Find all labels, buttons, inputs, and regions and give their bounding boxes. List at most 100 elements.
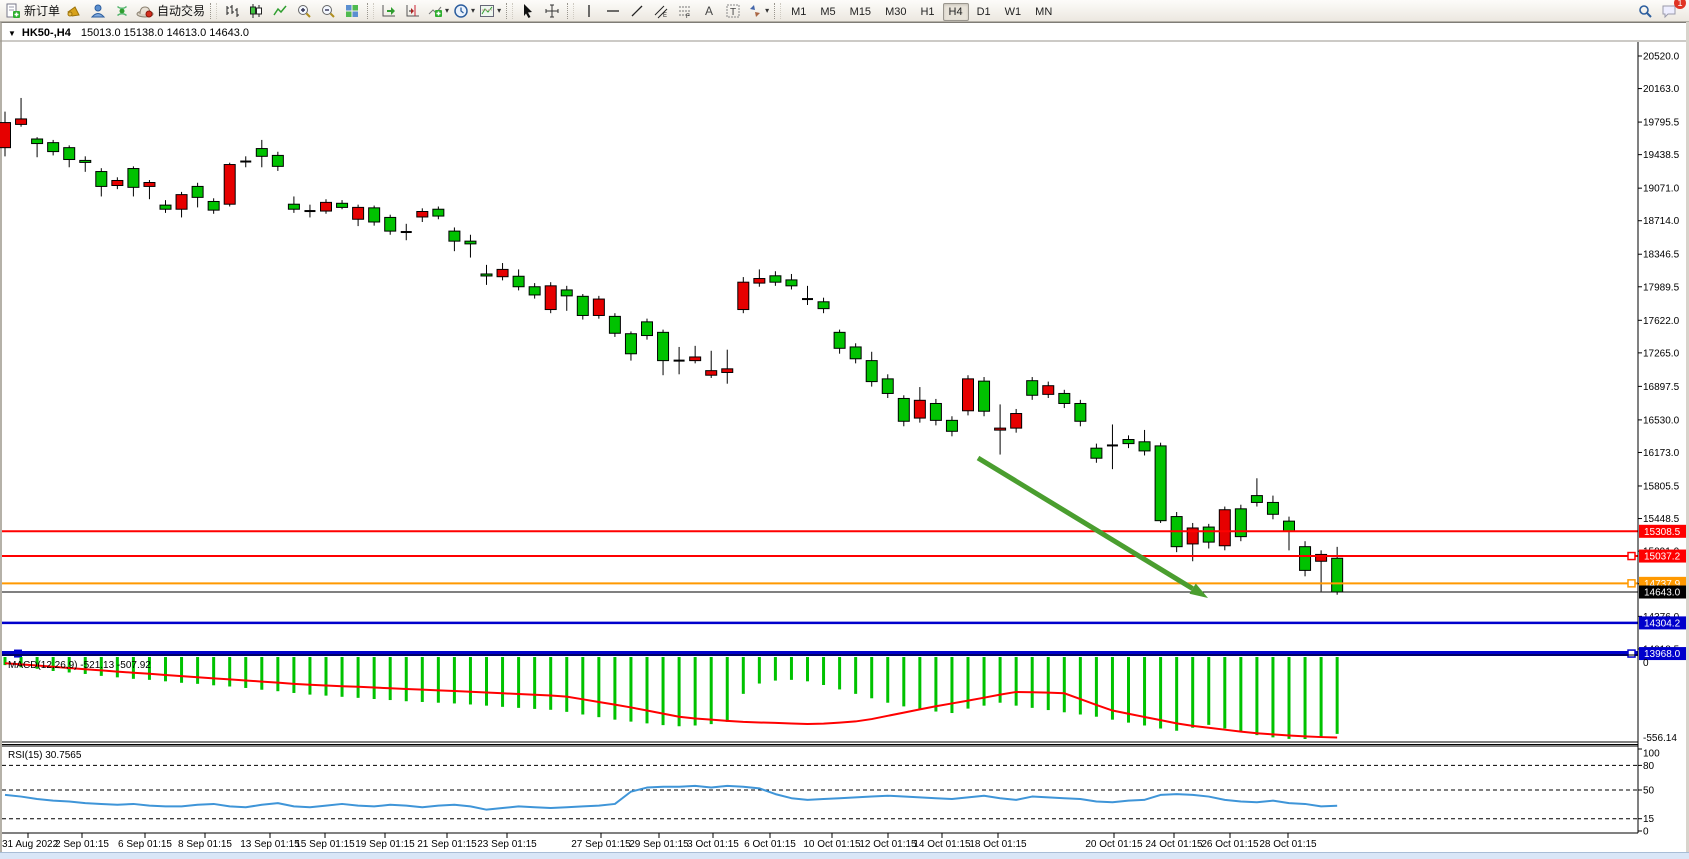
candlestick-chart-icon (250, 3, 263, 18)
chart-bars-button[interactable] (220, 0, 244, 22)
date-label: 12 Oct 01:15 (859, 839, 917, 850)
timeframe-h1[interactable]: H1 (920, 5, 935, 18)
chart-shift-icon (406, 4, 420, 16)
svg-text:100: 100 (1643, 749, 1660, 760)
date-label: 15 Sep 01:15 (295, 839, 355, 850)
rsi-label: RSI(15) 30.7565 (8, 750, 82, 761)
draw-vline-button[interactable] (577, 0, 601, 22)
svg-text:F: F (686, 14, 690, 19)
collapse-chart-button[interactable]: ▼ (8, 28, 16, 38)
date-label: 3 Oct 01:15 (687, 839, 739, 850)
chart-ohlc-readout: 15013.0 15138.0 14613.0 14643.0 (80, 27, 250, 39)
toolbar-separator (506, 2, 514, 19)
draw-text-button[interactable]: A (697, 0, 721, 22)
chart-title-row: ▼ HK50-,H4 15013.0 15138.0 14613.0 14643… (8, 26, 249, 40)
macd-indicator: MACD(12,26,9) -521.13 -507.92 0 -556.14 (3, 657, 1677, 744)
timeframe-d1[interactable]: D1 (976, 5, 991, 18)
date-label: 13 Sep 01:15 (240, 839, 300, 850)
toolbar-separator (367, 2, 375, 19)
autotrading-button[interactable]: 自动交易 (134, 0, 207, 22)
svg-text:80: 80 (1643, 761, 1655, 772)
cursor-tool-button[interactable] (516, 0, 540, 22)
date-label: 6 Oct 01:15 (744, 839, 796, 850)
community-profile-button[interactable] (86, 0, 110, 22)
periods-dropdown-caret: ▾ (471, 6, 476, 15)
timeframe-group: M1 M5 M15 M30 H1 H4 D1 W1 MN (784, 2, 1059, 21)
svg-text:15448.5: 15448.5 (1643, 514, 1680, 525)
horizontal-level-lines[interactable] (2, 530, 1638, 658)
timeframe-m1[interactable]: M1 (791, 5, 807, 18)
price-label-15308.5: 15308.5 (1644, 527, 1681, 538)
svg-text:50: 50 (1643, 786, 1655, 797)
zoom-out-button[interactable] (316, 0, 340, 22)
alerts-horn-button[interactable] (62, 0, 86, 22)
chart-symbol-title: HK50-,H4 (21, 27, 71, 39)
zoom-in-icon (298, 4, 311, 18)
search-button[interactable] (1633, 0, 1657, 22)
zoom-in-button[interactable] (292, 0, 316, 22)
draw-arrows-button[interactable]: ▾ (745, 0, 771, 22)
broadcast-button[interactable] (110, 0, 134, 22)
date-label: 18 Oct 01:15 (969, 839, 1027, 850)
macd-label: MACD(12,26,9) -521.13 -507.92 (8, 660, 151, 671)
timeframe-m5[interactable]: M5 (820, 5, 836, 18)
date-label: 23 Sep 01:15 (477, 839, 537, 850)
draw-fibonacci-button[interactable]: F (673, 0, 697, 22)
text-label-icon: T (726, 4, 740, 18)
auto-scroll-button[interactable] (377, 0, 401, 22)
date-label: 10 Oct 01:15 (803, 839, 861, 850)
date-label: 28 Oct 01:15 (1259, 839, 1317, 850)
crosshair-tool-button[interactable] (540, 0, 564, 22)
svg-text:19438.5: 19438.5 (1643, 150, 1680, 161)
price-axis-ticks: 20520.0 20163.0 19795.5 19438.5 19071.0 18714… (1638, 52, 1680, 655)
price-label-13968.0: 13968.0 (1644, 649, 1681, 660)
svg-text:16530.0: 16530.0 (1643, 415, 1680, 426)
chart-line-button[interactable] (268, 0, 292, 22)
svg-text:20163.0: 20163.0 (1643, 84, 1680, 95)
indicators-button[interactable]: ▾ (425, 0, 451, 22)
draw-hline-button[interactable] (601, 0, 625, 22)
trendline-icon (631, 5, 643, 16)
timeframe-m15[interactable]: M15 (849, 5, 872, 18)
periods-button[interactable]: ▾ (451, 0, 477, 22)
draw-channel-button[interactable]: E (649, 0, 673, 22)
timeframe-mn[interactable]: MN (1035, 5, 1053, 18)
window-right-edge (1686, 22, 1689, 859)
chart-candles-button[interactable] (244, 0, 268, 22)
price-label-14643.0: 14643.0 (1644, 588, 1681, 599)
svg-text:15805.5: 15805.5 (1643, 481, 1680, 492)
timeframe-h4[interactable]: H4 (942, 2, 969, 21)
vertical-line-icon (588, 4, 590, 17)
chart-shift-button[interactable] (401, 0, 425, 22)
tile-windows-icon (346, 4, 359, 17)
new-order-icon (6, 3, 20, 18)
date-label: 27 Sep 01:15 (571, 839, 631, 850)
price-label-14304.2: 14304.2 (1644, 618, 1681, 629)
draw-text-label-button[interactable]: T (721, 0, 745, 22)
timeframe-w1[interactable]: W1 (1004, 5, 1022, 18)
broadcast-icon (116, 5, 128, 16)
svg-text:-556.14: -556.14 (1643, 733, 1677, 744)
tile-windows-button[interactable] (340, 0, 364, 22)
clock-icon (454, 3, 468, 18)
svg-text:19795.5: 19795.5 (1643, 118, 1680, 129)
svg-text:20520.0: 20520.0 (1643, 52, 1680, 63)
chat-badge: 1 (1674, 0, 1686, 9)
profile-person-icon (90, 4, 106, 17)
date-label: 20 Oct 01:15 (1085, 839, 1143, 850)
text-tool-icon: A (705, 4, 713, 18)
timeframe-m30[interactable]: M30 (885, 5, 907, 18)
arrows-dropdown-caret: ▾ (765, 6, 770, 15)
new-order-button[interactable]: 新订单 (3, 0, 62, 22)
toolbar-separator (567, 2, 575, 19)
draw-trendline-button[interactable] (625, 0, 649, 22)
trend-arrow-annotation[interactable] (976, 455, 1208, 598)
indicators-add-icon (428, 6, 443, 17)
autotrading-label: 自动交易 (157, 4, 206, 18)
svg-text:0: 0 (1643, 658, 1649, 669)
svg-text:17622.0: 17622.0 (1643, 316, 1680, 327)
templates-button[interactable]: ▾ (477, 0, 503, 22)
chat-button[interactable]: 1 (1657, 0, 1686, 22)
